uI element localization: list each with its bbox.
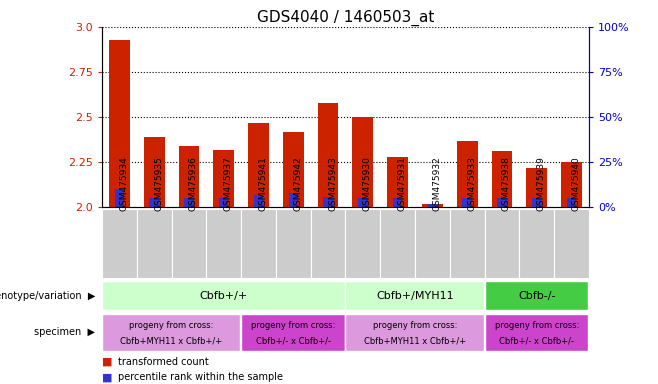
- Bar: [497, 199, 507, 207]
- Text: percentile rank within the sample: percentile rank within the sample: [118, 372, 284, 382]
- Bar: [323, 197, 333, 207]
- Bar: [484, 281, 588, 310]
- Text: transformed count: transformed count: [118, 357, 209, 367]
- Bar: [184, 199, 193, 207]
- Text: Cbfb+/+: Cbfb+/+: [199, 291, 248, 301]
- Bar: [450, 209, 484, 278]
- Bar: [428, 204, 437, 207]
- Bar: [114, 189, 124, 207]
- Bar: [207, 209, 241, 278]
- Text: GSM475939: GSM475939: [537, 156, 545, 211]
- Text: Cbfb-/-: Cbfb-/-: [518, 291, 555, 301]
- Bar: [102, 314, 240, 351]
- Text: GSM475930: GSM475930: [363, 156, 372, 211]
- Text: ■: ■: [102, 372, 113, 382]
- Bar: [358, 199, 368, 207]
- Bar: [241, 209, 276, 278]
- Bar: [109, 40, 130, 207]
- Text: GSM475943: GSM475943: [328, 157, 337, 211]
- Bar: [567, 199, 576, 207]
- Text: GSM475936: GSM475936: [189, 156, 198, 211]
- Text: genotype/variation  ▶: genotype/variation ▶: [0, 291, 95, 301]
- Bar: [248, 122, 269, 207]
- Bar: [519, 209, 554, 278]
- Text: ■: ■: [102, 357, 113, 367]
- Bar: [457, 141, 478, 207]
- Text: Cbfb+/MYH11: Cbfb+/MYH11: [376, 291, 454, 301]
- Bar: [254, 195, 263, 207]
- Text: GSM475934: GSM475934: [119, 157, 128, 211]
- Text: GSM475940: GSM475940: [572, 157, 580, 211]
- Bar: [241, 314, 345, 351]
- Bar: [213, 150, 234, 207]
- Text: GSM475931: GSM475931: [397, 156, 407, 211]
- Text: progeny from cross:: progeny from cross:: [130, 321, 214, 330]
- Text: specimen  ▶: specimen ▶: [34, 327, 95, 337]
- Bar: [561, 162, 582, 207]
- Bar: [137, 209, 172, 278]
- Bar: [345, 281, 484, 310]
- Bar: [484, 209, 519, 278]
- Text: GSM475932: GSM475932: [432, 157, 442, 211]
- Text: progeny from cross:: progeny from cross:: [251, 321, 336, 330]
- Bar: [143, 137, 164, 207]
- Bar: [311, 209, 345, 278]
- Bar: [554, 209, 589, 278]
- Text: Cbfb+MYH11 x Cbfb+/+: Cbfb+MYH11 x Cbfb+/+: [364, 336, 466, 345]
- Bar: [289, 193, 298, 207]
- Text: progeny from cross:: progeny from cross:: [495, 321, 579, 330]
- Bar: [492, 151, 513, 207]
- Text: GSM475937: GSM475937: [224, 156, 233, 211]
- Text: progeny from cross:: progeny from cross:: [373, 321, 457, 330]
- Text: Cbfb+MYH11 x Cbfb+/+: Cbfb+MYH11 x Cbfb+/+: [120, 336, 222, 345]
- Bar: [276, 209, 311, 278]
- Text: GSM475938: GSM475938: [502, 156, 511, 211]
- Bar: [532, 199, 542, 207]
- Bar: [422, 204, 443, 207]
- Text: GSM475933: GSM475933: [467, 156, 476, 211]
- Text: GSM475941: GSM475941: [259, 157, 268, 211]
- Bar: [345, 209, 380, 278]
- Bar: [484, 314, 588, 351]
- Bar: [393, 199, 402, 207]
- Bar: [353, 117, 373, 207]
- Text: GSM475942: GSM475942: [293, 157, 302, 211]
- Text: Cbfb+/- x Cbfb+/-: Cbfb+/- x Cbfb+/-: [499, 336, 574, 345]
- Bar: [172, 209, 207, 278]
- Bar: [345, 314, 484, 351]
- Bar: [380, 209, 415, 278]
- Bar: [102, 281, 345, 310]
- Bar: [415, 209, 450, 278]
- Text: Cbfb+/- x Cbfb+/-: Cbfb+/- x Cbfb+/-: [256, 336, 331, 345]
- Text: GSM475935: GSM475935: [154, 156, 163, 211]
- Bar: [178, 146, 199, 207]
- Bar: [219, 199, 228, 207]
- Title: GDS4040 / 1460503_at: GDS4040 / 1460503_at: [257, 9, 434, 25]
- Bar: [387, 157, 408, 207]
- Bar: [526, 168, 547, 207]
- Bar: [149, 199, 159, 207]
- Bar: [463, 199, 472, 207]
- Bar: [102, 209, 137, 278]
- Bar: [283, 132, 304, 207]
- Bar: [318, 103, 338, 207]
